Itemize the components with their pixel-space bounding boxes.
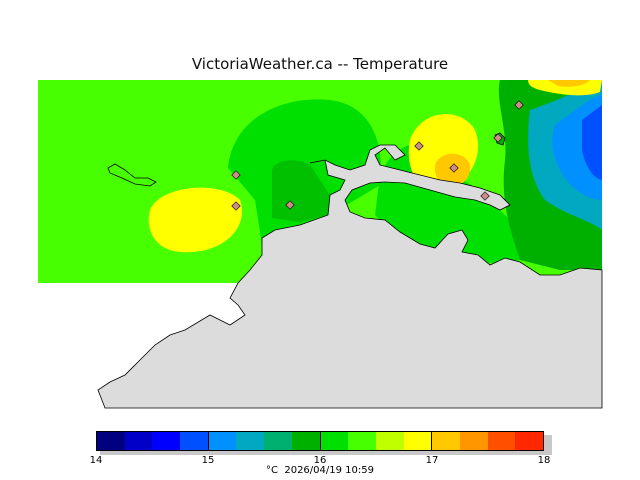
scale-cell: [431, 432, 460, 450]
units-label: °C: [266, 465, 278, 476]
land-mass: [97, 144, 603, 409]
scale-cell: [264, 432, 292, 450]
station-marker: [514, 100, 524, 110]
scale-cell: [375, 432, 404, 450]
scale-cell: [291, 432, 320, 450]
scale-cell: [180, 432, 208, 450]
map-footer: °C 2026/04/19 10:59: [0, 465, 640, 476]
station-marker: [231, 170, 241, 180]
scale-cell: [348, 432, 376, 450]
station-marker: [231, 201, 241, 211]
scale-tick-15: 15: [201, 455, 215, 466]
scale-cell: [319, 432, 349, 450]
scale-cell: [124, 432, 153, 450]
station-markers: [231, 100, 524, 211]
scale-cell: [515, 432, 543, 450]
scale-tick-18: 18: [537, 455, 551, 466]
scale-tick-16: 16: [313, 455, 327, 466]
station-marker: [449, 163, 459, 173]
warm-zone-west: [148, 187, 242, 253]
scale-cell: [487, 432, 516, 450]
colder-zone-east: [582, 105, 602, 180]
scale-cell: [403, 432, 432, 450]
station-marker: [493, 133, 503, 143]
scale-tick-17: 17: [425, 455, 439, 466]
station-marker: [285, 200, 295, 210]
scale-cell: [207, 432, 237, 450]
station-marker: [414, 141, 424, 151]
scale-cell: [236, 432, 265, 450]
cool-zone-center: [272, 160, 330, 222]
scale-cell: [459, 432, 488, 450]
station-marker: [480, 191, 490, 201]
timestamp: 2026/04/19 10:59: [284, 465, 374, 476]
scale-cell: [97, 432, 125, 450]
scale-cell: [152, 432, 181, 450]
temperature-scale-bar: [96, 431, 544, 451]
map-title: VictoriaWeather.ca -- Temperature: [191, 55, 449, 73]
warmer-zone-north: [548, 80, 590, 87]
scale-tick-14: 14: [89, 455, 103, 466]
island-west: [107, 163, 157, 187]
